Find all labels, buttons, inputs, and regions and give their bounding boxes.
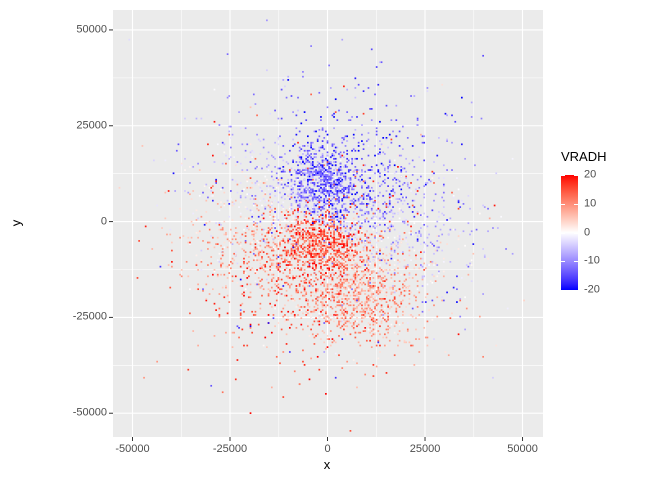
legend-tick-mark xyxy=(561,203,565,205)
x-tick-label: 50000 xyxy=(507,443,538,455)
y-tick-label: 50000 xyxy=(76,23,107,36)
legend-tick-mark xyxy=(574,290,578,291)
x-tick-label: -50000 xyxy=(115,443,150,455)
y-tick-label: -50000 xyxy=(72,406,107,419)
x-axis-title: x xyxy=(323,457,331,472)
y-tick-label: -25000 xyxy=(72,310,107,323)
y-tick-label: 25000 xyxy=(76,119,107,132)
legend-title: VRADH xyxy=(561,149,607,164)
legend-tick-mark xyxy=(574,261,578,263)
legend-tick-mark xyxy=(561,175,565,176)
x-tick-label: -25000 xyxy=(212,443,248,455)
y-tick-label: 0 xyxy=(100,215,107,228)
legend-tick-label: 10 xyxy=(584,197,597,210)
legend-tick-mark xyxy=(574,232,578,234)
x-tick-label: 25000 xyxy=(409,443,441,455)
legend-tick-mark xyxy=(561,290,565,291)
y-axis-title: y xyxy=(8,219,24,227)
legend-tick-mark xyxy=(561,232,565,234)
legend-tick-label: -20 xyxy=(584,283,600,296)
legend-tick-label: -10 xyxy=(584,254,600,267)
legend-colorbar xyxy=(561,175,578,290)
legend-tick-label: 0 xyxy=(584,226,591,238)
x-tick-label: 0 xyxy=(324,443,331,455)
legend-tick-label: 20 xyxy=(584,168,597,181)
legend-tick-mark xyxy=(574,203,578,205)
legend-tick-mark xyxy=(561,261,565,263)
legend-tick-mark xyxy=(574,175,578,176)
